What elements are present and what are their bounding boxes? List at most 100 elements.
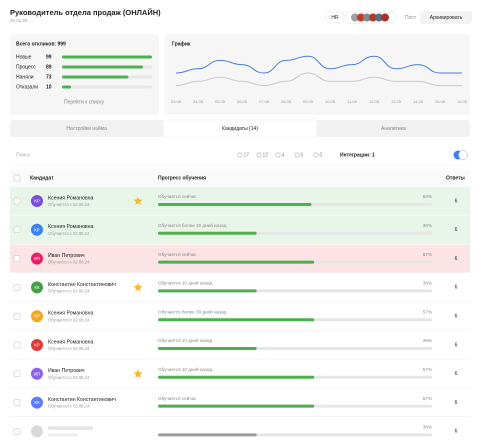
- candidate-since: Обучается с 02.08.24: [48, 231, 90, 236]
- search-input[interactable]: Поиск: [16, 152, 31, 158]
- row-checkbox[interactable]: [13, 370, 21, 378]
- answers-count: 6: [455, 400, 458, 406]
- row-checkbox[interactable]: [13, 255, 21, 262]
- row-background: [10, 359, 470, 388]
- add-button[interactable]: [458, 150, 468, 160]
- archive-label: Архивировать: [430, 15, 463, 21]
- summary-label: Наняли: [16, 74, 34, 80]
- candidate-since: Обучается с 02.08.24: [48, 404, 90, 409]
- select-all-checkbox[interactable]: [13, 174, 21, 182]
- row-checkbox[interactable]: [13, 341, 21, 349]
- row-checkbox[interactable]: [13, 197, 21, 205]
- training-status: Обучается сейчас: [158, 193, 197, 199]
- training-status: Обучается 10 дней назад: [158, 337, 213, 343]
- avatar-initials: КР: [34, 342, 40, 347]
- row-checkbox[interactable]: [13, 284, 21, 291]
- candidate-name[interactable]: Константин Константинович: [48, 397, 116, 403]
- filter-icon[interactable]: [313, 152, 319, 158]
- filter-count: 4: [282, 152, 285, 158]
- summary-bar: [62, 85, 72, 89]
- row-background: [10, 215, 470, 244]
- row-background: [10, 244, 470, 273]
- candidate-name[interactable]: Ксения Романовна: [48, 339, 93, 345]
- filter-icon[interactable]: [256, 152, 262, 158]
- candidate-name[interactable]: Ксения Романовна: [48, 195, 93, 201]
- avatar: [31, 396, 43, 409]
- page-date: 20.01.26: [10, 18, 28, 23]
- filter-icon[interactable]: [237, 152, 243, 158]
- integrations-label[interactable]: Интеграции: 1: [340, 152, 375, 158]
- summary-value: 89: [46, 64, 52, 70]
- avatar: [31, 223, 43, 236]
- graph-x-label: 04.05: [193, 99, 204, 104]
- summary-total: Всего откликов: 999: [16, 41, 66, 47]
- progress-label: 57%: [423, 367, 432, 372]
- filter-count: 5: [301, 152, 304, 158]
- row-background: [10, 302, 470, 331]
- summary-link[interactable]: Перейти к списку: [64, 98, 105, 105]
- graph-x-label: 15.05: [435, 99, 446, 104]
- candidate-since: Обучается с 02.08.24: [48, 202, 90, 207]
- star-icon[interactable]: [133, 196, 143, 206]
- row-checkbox[interactable]: [13, 312, 21, 320]
- candidate-name[interactable]: Ксения Романовна: [48, 311, 93, 317]
- progress-bar: [158, 289, 257, 293]
- hr-box[interactable]: [325, 11, 345, 24]
- training-status: Обучается 10 дней назад: [158, 366, 213, 372]
- avatar-initials: КР: [34, 314, 40, 319]
- avatar-stack: [351, 13, 389, 22]
- candidate-name[interactable]: Константин Константинович: [48, 282, 116, 288]
- avatar-initials: ИП: [34, 256, 40, 261]
- filter-count: 17: [244, 152, 250, 158]
- filter-icon[interactable]: [294, 152, 300, 158]
- summary-label: Отказали: [16, 84, 38, 90]
- graph-x-label: 14.05: [413, 99, 424, 104]
- progress-label: 57%: [423, 252, 432, 257]
- graph-x-label: 03.05: [171, 99, 182, 104]
- avatar: [31, 195, 43, 207]
- archive-button[interactable]: [420, 11, 472, 24]
- progress-bar: [158, 433, 257, 437]
- avatar-initials: КР: [34, 198, 40, 203]
- answers-count: 6: [455, 429, 458, 435]
- row-background: [10, 331, 470, 359]
- row-background: [10, 273, 470, 302]
- avatar-initials: КК: [34, 400, 40, 405]
- progress-bar: [158, 404, 315, 408]
- summary-card: [10, 34, 159, 115]
- row-background: [10, 388, 470, 417]
- progress-bar: [158, 260, 315, 264]
- star-icon[interactable]: [133, 282, 143, 292]
- answers-count: 6: [455, 371, 458, 377]
- star-icon[interactable]: [133, 369, 143, 378]
- tab-label[interactable]: Аналитика: [381, 126, 406, 132]
- progress-label: 57%: [423, 396, 432, 401]
- row-checkbox[interactable]: [13, 399, 21, 406]
- tab-label[interactable]: Настройки найма: [66, 125, 107, 132]
- row-checkbox[interactable]: [13, 226, 21, 234]
- progress-bar: [158, 231, 257, 235]
- training-status: Обучается более 30 дней назад: [158, 308, 227, 314]
- candidate-name[interactable]: Иван Петрович: [48, 253, 85, 259]
- post-label[interactable]: Пост: [405, 15, 417, 21]
- answers-count: 6: [455, 342, 458, 348]
- hr-label: HR: [331, 15, 339, 21]
- candidate-name[interactable]: Ксения Романовна: [48, 224, 93, 230]
- progress-label: 57%: [423, 309, 432, 314]
- graph-line: [175, 72, 462, 87]
- candidate-name[interactable]: Иван Петрович: [48, 368, 85, 374]
- table-header: [10, 170, 470, 186]
- filter-icon[interactable]: [275, 152, 281, 158]
- row-background: [10, 187, 470, 215]
- progress-label: 36%: [423, 425, 432, 430]
- candidate-since: Обучается с 02.08.24: [48, 289, 90, 294]
- filter-count: 0: [320, 152, 323, 158]
- graph-x-label: 06.05: [237, 99, 248, 104]
- answers-count: 6: [455, 256, 458, 262]
- tab-label[interactable]: Кандидаты (14): [222, 126, 258, 132]
- graph-x-label: 08.05: [281, 99, 292, 104]
- row-checkbox[interactable]: [13, 428, 21, 435]
- summary-bar: [62, 55, 152, 59]
- page-title: Руководитель отдела продаж (ОНЛАЙН): [10, 8, 161, 17]
- training-status: Обучается сейчас: [158, 251, 197, 257]
